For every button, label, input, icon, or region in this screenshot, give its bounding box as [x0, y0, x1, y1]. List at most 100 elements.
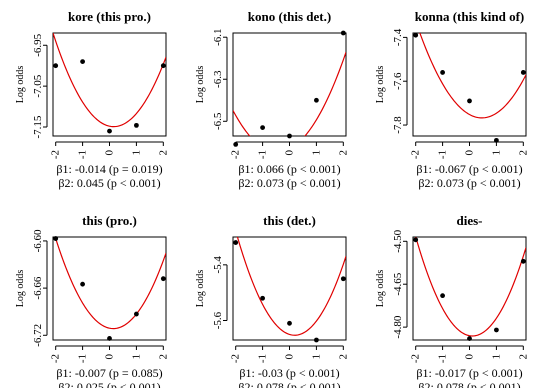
x-tick-label: -1 [257, 354, 269, 363]
plot-frame [412, 236, 527, 341]
x-tick-label: -2 [50, 354, 62, 363]
fit-curve [419, 33, 526, 119]
x-tick-label: 1 [490, 150, 502, 156]
x-tick-label: 1 [310, 354, 322, 360]
data-point [494, 327, 499, 333]
data-point [413, 237, 419, 243]
x-tick-label: 0 [464, 150, 476, 156]
y-tick-label: -6.60 [32, 229, 44, 252]
x-tick-label: -1 [437, 150, 449, 159]
beta1-label: β1: -0.017 (p < 0.001) [416, 366, 522, 380]
y-axis-label: Log odds [15, 270, 26, 308]
data-point [107, 128, 112, 134]
beta2-label: β2: 0.078 (p < 0.001) [238, 380, 340, 388]
data-point [260, 295, 265, 301]
data-point [134, 311, 139, 317]
panel-6: dies- -2 -1 0 1 2 -4.50 -4.65 -4.80 Log odds β1: -… [375, 213, 529, 388]
beta1-label: β1: -0.007 (p = 0.085) [56, 366, 162, 380]
panel-title: konna (this kind of) [415, 9, 524, 24]
data-point [340, 276, 346, 282]
y-axis-label: Log odds [375, 66, 386, 104]
x-tick-label: -2 [410, 354, 422, 363]
data-point [160, 276, 166, 282]
data-point [413, 32, 419, 38]
beta1-label: β1: -0.014 (p = 0.019) [56, 162, 162, 176]
data-point [314, 97, 319, 103]
data-point [233, 240, 239, 245]
x-tick-label: 0 [284, 354, 296, 360]
y-tick-label: -7.4 [392, 28, 404, 46]
y-tick-label: -7.15 [32, 115, 44, 138]
panel-4: this (pro.) -2 -1 0 1 2 -6.60 -6.66 -6.72 Log odd… [15, 213, 169, 388]
y-tick-label: -7.8 [392, 116, 404, 134]
plot-frame [232, 32, 347, 137]
data-point [467, 336, 472, 341]
plot-frame [52, 236, 167, 341]
x-tick-label: 2 [517, 150, 529, 156]
data-point [80, 59, 85, 65]
data-point [160, 63, 166, 69]
data-point [287, 320, 292, 326]
data-point [467, 98, 472, 104]
y-tick-label: -5.6 [212, 311, 224, 329]
y-axis-label: Log odds [195, 66, 206, 104]
plot-frame [412, 32, 527, 137]
data-point [494, 137, 499, 143]
y-tick-label: -5.4 [212, 256, 224, 274]
beta1-label: β1: 0.066 (p < 0.001) [238, 162, 340, 176]
y-tick-label: -7.6 [392, 72, 404, 90]
x-tick-label: 1 [130, 150, 142, 156]
beta2-label: β2: 0.025 (p < 0.001) [58, 380, 160, 388]
beta1-label: β1: -0.067 (p < 0.001) [416, 162, 522, 176]
panel-title: kono (this det.) [248, 9, 331, 24]
panel-title: this (pro.) [82, 213, 137, 228]
fit-curve [236, 237, 346, 336]
y-axis-label: Log odds [375, 270, 386, 308]
x-tick-label: -2 [230, 354, 242, 363]
x-tick-label: 1 [490, 354, 502, 360]
fit-curve [53, 33, 166, 128]
x-tick-label: 2 [337, 354, 349, 360]
x-tick-label: -1 [77, 354, 89, 363]
x-tick-label: -2 [50, 150, 62, 159]
beta2-label: β2: 0.045 (p < 0.001) [58, 176, 160, 190]
x-tick-label: -1 [257, 150, 269, 159]
panel-1: kore (this pro.) -2 -1 0 1 2 -6.95 -7.05 -7.15 Lo… [15, 9, 169, 190]
y-tick-label: -6.66 [32, 276, 44, 299]
x-tick-label: -1 [77, 150, 89, 159]
y-tick-label: -4.65 [392, 272, 404, 295]
x-tick-label: 2 [517, 354, 529, 360]
x-tick-label: 0 [104, 354, 116, 360]
x-tick-label: 2 [157, 354, 169, 360]
y-axis-label: Log odds [195, 270, 206, 308]
beta1-label: β1: -0.03 (p < 0.001) [239, 366, 339, 380]
x-tick-label: 0 [464, 354, 476, 360]
x-tick-label: 0 [104, 150, 116, 156]
x-tick-label: 1 [130, 354, 142, 360]
fit-curve [233, 52, 346, 136]
y-axis-label: Log odds [15, 66, 26, 104]
panel-title: kore (this pro.) [68, 9, 151, 24]
fit-curve [54, 237, 166, 330]
data-point [314, 337, 319, 343]
x-tick-label: 0 [284, 150, 296, 156]
panel-2: kono (this det.) -2 -1 0 1 2 -6.1 -6.3 -6.5 Log o… [195, 9, 349, 190]
y-tick-label: -6.3 [212, 70, 224, 88]
x-tick-label: 2 [337, 150, 349, 156]
data-point [53, 236, 59, 241]
panel-3: konna (this kind of) -2 -1 0 1 2 -7.4 -7.6 -7.8 L… [375, 9, 529, 190]
plot-frame [232, 236, 347, 341]
data-point [107, 336, 112, 341]
y-tick-label: -7.05 [32, 74, 44, 97]
data-point [440, 293, 445, 299]
data-point [440, 70, 445, 75]
data-point [287, 133, 292, 139]
beta2-label: β2: 0.073 (p < 0.001) [238, 176, 340, 190]
y-tick-label: -4.80 [392, 315, 404, 338]
y-tick-label: -4.50 [392, 229, 404, 252]
fit-curve [415, 237, 526, 337]
x-tick-label: -2 [410, 150, 422, 159]
panel-title: this (det.) [263, 213, 316, 228]
x-tick-label: 2 [157, 150, 169, 156]
